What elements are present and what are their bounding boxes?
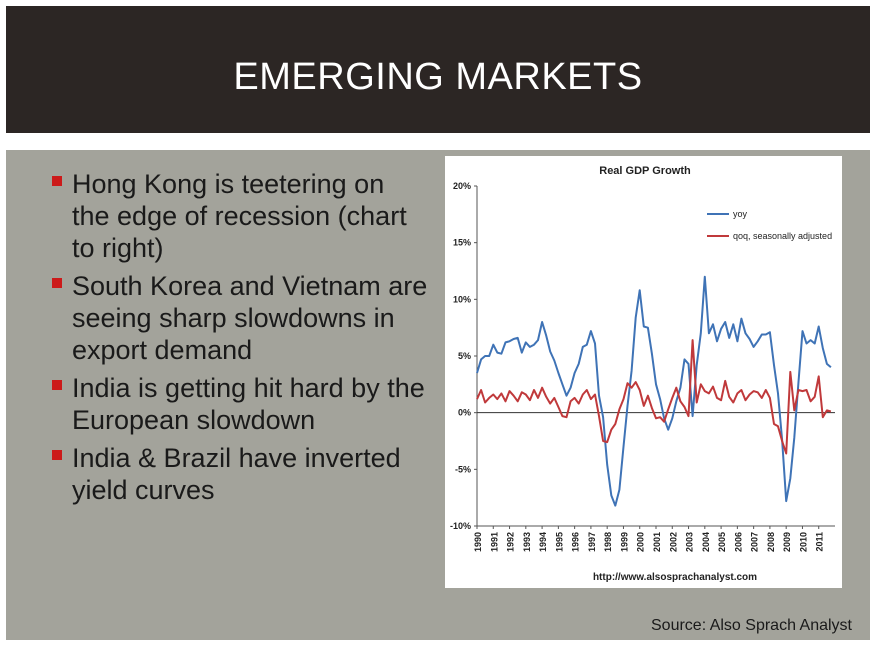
y-tick-label: -5% <box>455 464 471 474</box>
x-tick-label: 1996 <box>571 532 581 552</box>
bullet-item: India & Brazil have inverted yield curve… <box>48 442 428 506</box>
x-tick-label: 1998 <box>603 532 613 552</box>
legend-label: yoy <box>733 209 748 219</box>
x-tick-label: 2009 <box>782 532 792 552</box>
bullet-text: South Korea and Vietnam are seeing sharp… <box>72 271 428 365</box>
x-tick-label: 1994 <box>538 532 548 552</box>
chart-svg: Real GDP Growth http://www.alsosprachana… <box>450 165 835 583</box>
series-line-qoq <box>476 339 832 455</box>
x-tick-label: 1991 <box>489 532 499 552</box>
x-tick-label: 2003 <box>685 532 695 552</box>
bullet-square-icon <box>52 380 62 390</box>
bullet-text: India is getting hit hard by the Europea… <box>72 373 425 435</box>
chart-source-url: http://www.alsosprachanalyst.com <box>593 572 757 583</box>
y-tick-label: 5% <box>458 351 471 361</box>
bullet-square-icon <box>52 450 62 460</box>
x-tick-label: 2005 <box>717 532 727 552</box>
bullet-square-icon <box>52 278 62 288</box>
bullet-text: Hong Kong is teetering on the edge of re… <box>72 169 407 263</box>
source-caption: Source: Also Sprach Analyst <box>651 617 852 634</box>
x-tick-label: 1993 <box>522 532 532 552</box>
x-tick-label: 1997 <box>587 532 597 552</box>
bullet-square-icon <box>52 176 62 186</box>
bullet-item: Hong Kong is teetering on the edge of re… <box>48 168 428 264</box>
x-tick-label: 2011 <box>815 532 825 552</box>
gdp-chart: Real GDP Growth http://www.alsosprachana… <box>445 156 842 588</box>
x-tick-label: 1992 <box>506 532 516 552</box>
bullet-item: India is getting hit hard by the Europea… <box>48 372 428 436</box>
y-tick-label: -10% <box>450 521 471 531</box>
legend-label: qoq, seasonally adjusted <box>733 231 832 241</box>
bullet-text: India & Brazil have inverted yield curve… <box>72 443 401 505</box>
chart-title: Real GDP Growth <box>599 165 691 177</box>
title-bar: EMERGING MARKETS <box>6 6 870 133</box>
series-line-yoy <box>476 275 832 507</box>
x-tick-label: 2004 <box>701 532 711 552</box>
x-tick-label: 2000 <box>636 532 646 552</box>
x-tick-label: 2001 <box>652 532 662 552</box>
x-tick-label: 2002 <box>668 532 678 552</box>
y-tick-label: 20% <box>453 181 471 191</box>
slide-title: EMERGING MARKETS <box>233 56 643 98</box>
y-tick-label: 15% <box>453 238 471 248</box>
x-tick-label: 2010 <box>798 532 808 552</box>
y-tick-label: 0% <box>458 408 471 418</box>
x-tick-label: 2008 <box>766 532 776 552</box>
x-tick-label: 1999 <box>619 532 629 552</box>
y-tick-label: 10% <box>453 294 471 304</box>
x-tick-label: 1995 <box>554 532 564 552</box>
x-tick-label: 2007 <box>750 532 760 552</box>
x-tick-label: 2006 <box>733 532 743 552</box>
x-tick-label: 1990 <box>473 532 483 552</box>
bullet-item: South Korea and Vietnam are seeing sharp… <box>48 270 428 366</box>
bullet-list: Hong Kong is teetering on the edge of re… <box>48 168 428 512</box>
